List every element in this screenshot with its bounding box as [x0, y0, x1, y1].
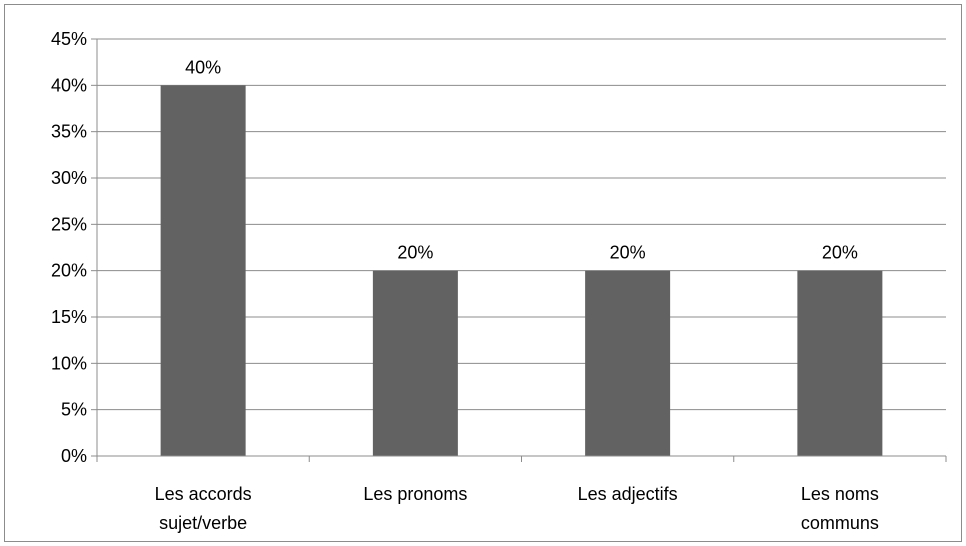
data-label: 20% — [397, 243, 433, 263]
axes — [91, 38, 947, 462]
y-tick-label: 45% — [51, 29, 87, 49]
y-tick-label: 20% — [51, 261, 87, 281]
x-category-label: Les noms — [801, 484, 879, 504]
x-category-label: sujet/verbe — [159, 513, 247, 533]
x-category-label: Les pronoms — [363, 484, 467, 504]
bar — [585, 270, 671, 456]
bar — [372, 270, 458, 456]
y-tick-label: 35% — [51, 122, 87, 142]
data-label: 40% — [185, 57, 221, 77]
x-category-label: Les adjectifs — [578, 484, 678, 504]
data-label: 20% — [822, 243, 858, 263]
x-category-label: communs — [801, 513, 879, 533]
y-tick-label: 40% — [51, 75, 87, 95]
data-label: 20% — [610, 243, 646, 263]
bar — [797, 270, 883, 456]
y-tick-label: 5% — [61, 400, 87, 420]
y-tick-label: 30% — [51, 168, 87, 188]
y-tick-label: 10% — [51, 353, 87, 373]
y-tick-label: 25% — [51, 214, 87, 234]
labels: 0% 5% 10% 15% 20% 25% 30% 35% 40% 45% 40% Les accor… — [51, 29, 879, 533]
y-tick-label: 15% — [51, 307, 87, 327]
y-tick-label: 0% — [61, 446, 87, 466]
bars — [160, 85, 883, 456]
bar — [160, 85, 246, 456]
x-category-label: Les accords — [155, 484, 252, 504]
